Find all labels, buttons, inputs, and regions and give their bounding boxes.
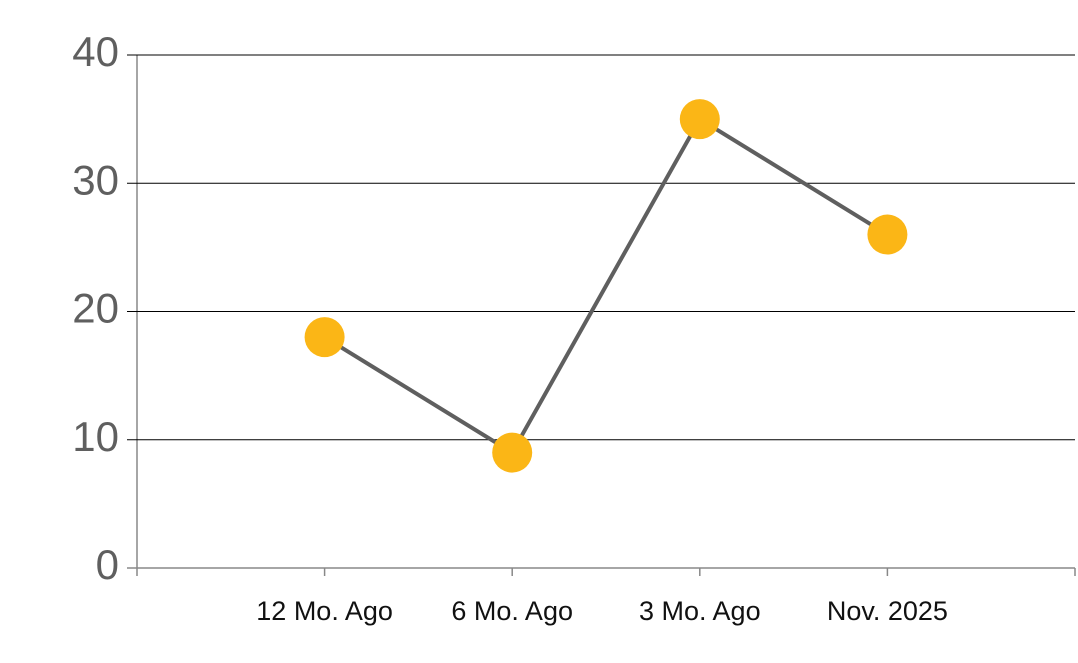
point-marker [492, 432, 533, 473]
y-tick-label: 0 [96, 541, 119, 588]
x-tick-label: 6 Mo. Ago [451, 596, 573, 626]
series-line [323, 116, 889, 456]
point-marker [304, 317, 345, 358]
point-marker [679, 99, 720, 140]
y-tick-label: 20 [72, 285, 119, 332]
x-tick-label: 3 Mo. Ago [639, 596, 761, 626]
y-tick-label: 40 [72, 28, 119, 75]
point-marker [867, 214, 908, 255]
x-tick-label: 12 Mo. Ago [256, 596, 393, 626]
y-tick-label: 30 [72, 156, 119, 203]
y-tick-label: 10 [72, 413, 119, 460]
x-tick-label: Nov. 2025 [827, 596, 948, 626]
